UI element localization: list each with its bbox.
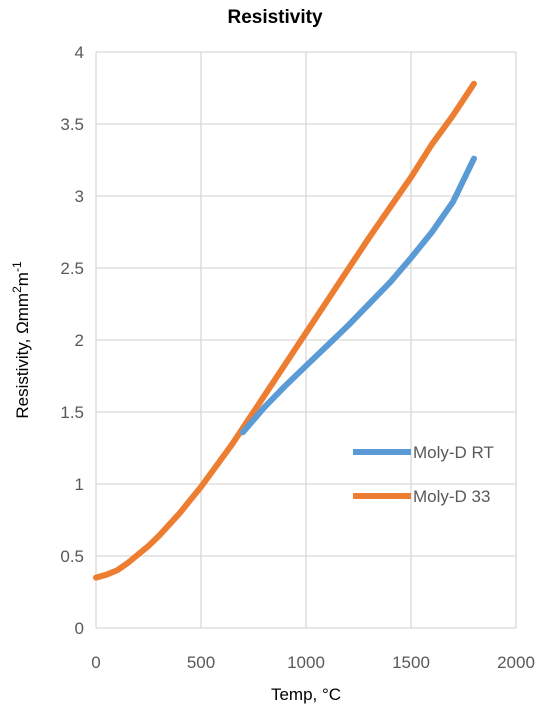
- x-tick-label: 0: [91, 653, 100, 672]
- chart-title: Resistivity: [227, 7, 322, 28]
- y-tick-label: 0.5: [60, 547, 84, 566]
- y-axis-title: Resistivity, Ωmm2m-1: [10, 261, 32, 419]
- x-axis-title: Temp, °C: [271, 685, 341, 704]
- x-tick-label: 1500: [392, 653, 430, 672]
- gridlines: [95, 51, 517, 629]
- y-axis-title-sup2: -1: [10, 261, 24, 272]
- legend: Moly-D RT Moly-D 33: [353, 443, 494, 506]
- x-tick-label: 500: [187, 653, 215, 672]
- series-line-moly-d-33: [93, 80, 477, 581]
- legend-label-moly-d-33: Moly-D 33: [413, 487, 490, 506]
- legend-label-moly-d-rt: Moly-D RT: [413, 443, 494, 462]
- y-tick-label: 2.5: [60, 259, 84, 278]
- y-tick-label: 2: [75, 331, 84, 350]
- y-tick-label: 1: [75, 475, 84, 494]
- tick-labels: 0 0.5 1 1.5 2 2.5 3 3.5 4 0 500 1000 1500 2000: [60, 43, 535, 672]
- y-axis-title-mid: m: [13, 272, 32, 286]
- x-tick-label: 1000: [287, 653, 325, 672]
- series-line-moly-d-rt: [240, 155, 477, 436]
- x-tick-label: 2000: [497, 653, 535, 672]
- y-tick-label: 1.5: [60, 403, 84, 422]
- y-axis-title-sup1: 2: [10, 286, 24, 293]
- y-tick-label: 3: [75, 187, 84, 206]
- y-tick-label: 3.5: [60, 115, 84, 134]
- series-lines: [93, 80, 477, 581]
- y-tick-label: 0: [75, 619, 84, 638]
- y-axis-title-base: Resistivity, Ωmm: [13, 293, 32, 419]
- y-tick-label: 4: [75, 43, 84, 62]
